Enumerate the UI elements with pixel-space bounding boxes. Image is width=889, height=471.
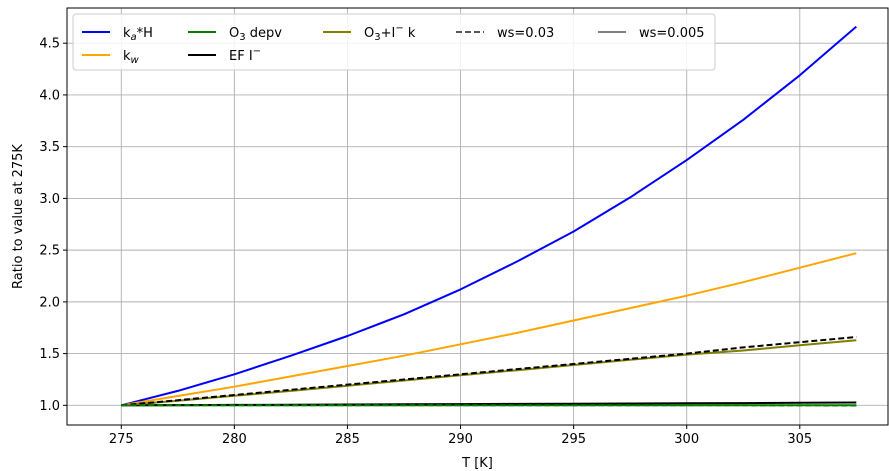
x-tick-label: 290	[448, 432, 473, 447]
legend-label-part: −	[395, 23, 403, 34]
legend-label: O3+I− k	[364, 23, 416, 43]
legend-label-part: 3	[374, 32, 380, 43]
legend-label-part: k	[123, 49, 131, 64]
y-axis-ticks: 1.0 1.5 2.0 2.5 3.0 3.5 4.0 4.5	[39, 37, 67, 414]
y-tick-label: 1.0	[39, 399, 60, 414]
y-tick-label: 2.5	[39, 244, 60, 259]
series-line-1	[121, 252, 857, 407]
x-tick-label: 305	[787, 432, 812, 447]
y-tick-label: 3.0	[39, 192, 60, 207]
legend-label-part: k	[123, 26, 131, 41]
y-axis-label: Ratio to value at 275K	[11, 144, 26, 289]
legend-label-part: w	[131, 55, 140, 66]
legend-label: ws=0.03	[497, 26, 554, 41]
legend-label-part: *H	[137, 26, 153, 41]
legend-label: O3 depv	[229, 26, 282, 43]
x-tick-label: 300	[674, 432, 699, 447]
legend-label-part: ws=0.005	[639, 26, 705, 41]
y-tick-label: 3.5	[39, 140, 60, 155]
x-tick-label: 275	[109, 432, 134, 447]
legend-label: EF I−	[229, 46, 261, 64]
legend-label: ka*H	[123, 26, 153, 43]
x-tick-label: 295	[561, 432, 586, 447]
legend-label-part: depv	[246, 26, 283, 41]
legend-label-part: ws=0.03	[497, 26, 554, 41]
legend-label-part: O	[229, 26, 239, 41]
grid	[67, 8, 888, 425]
legend-box	[72, 13, 716, 71]
legend-label-part: EF I	[229, 49, 253, 64]
dashed-line-0	[121, 336, 857, 407]
legend-label-part: 3	[239, 32, 245, 43]
y-tick-label: 4.0	[39, 88, 60, 103]
series-lines	[121, 25, 857, 407]
x-axis-ticks: 275 280 285 290 295 300 305	[109, 425, 812, 447]
y-tick-label: 2.0	[39, 295, 60, 310]
legend-label: kw	[123, 49, 140, 66]
legend-label-part: O	[364, 26, 374, 41]
plot-frame	[66, 7, 889, 426]
series-line-0	[121, 25, 857, 407]
y-tick-label: 4.5	[39, 37, 60, 52]
legend-label-part: a	[131, 32, 137, 43]
legend-label-part: k	[404, 26, 416, 41]
y-tick-label: 1.5	[39, 347, 60, 362]
x-axis-label: T [K]	[461, 456, 493, 471]
x-tick-label: 285	[335, 432, 360, 447]
legend-label: ws=0.005	[639, 26, 705, 41]
legend-label-part: +I	[381, 26, 396, 41]
x-tick-label: 280	[222, 432, 247, 447]
legend-label-part: −	[253, 46, 261, 57]
